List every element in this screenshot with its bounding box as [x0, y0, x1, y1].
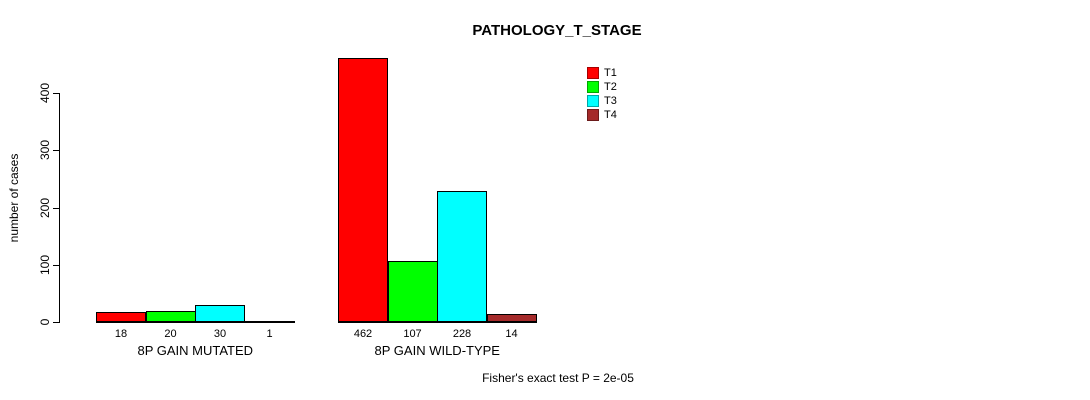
bar-value-label: 107 [403, 328, 422, 340]
bar-value-label: 20 [164, 328, 177, 340]
bar-t3-8p-gain-wild-type [437, 191, 487, 322]
y-axis-tick-label: 0 [38, 318, 52, 326]
bar-t1-8p-gain-wild-type [338, 57, 388, 322]
bar-value-label: 228 [452, 328, 472, 340]
bar-value-label: 462 [353, 328, 373, 340]
legend-label-t1: T1 [604, 67, 617, 79]
legend-label-t3: T3 [604, 95, 617, 107]
legend-item-t1: T1 [587, 67, 617, 79]
y-axis-tick [53, 322, 59, 323]
y-axis-tick [53, 93, 59, 94]
legend-item-t4: T4 [587, 109, 617, 121]
bar-t1-8p-gain-mutated [96, 311, 146, 322]
legend-item-t2: T2 [587, 81, 617, 93]
bar-t3-8p-gain-mutated [195, 304, 245, 322]
legend: T1 T2 T3 T4 [587, 67, 617, 121]
bar-value-label: 30 [213, 328, 227, 340]
legend-swatch-t4 [587, 109, 599, 121]
y-axis-tick-label: 300 [38, 140, 52, 161]
y-axis-tick [53, 264, 59, 266]
y-axis-line [59, 93, 60, 323]
y-axis-tick-label: 100 [38, 254, 52, 275]
x-baseline [96, 322, 295, 323]
y-axis-tick [53, 207, 59, 209]
y-axis-tick-label: 400 [38, 82, 52, 104]
x-baseline [338, 322, 537, 323]
y-axis-tick-label: 200 [38, 197, 52, 218]
bar-t2-8p-gain-wild-type [387, 260, 438, 322]
legend-swatch-t1 [587, 67, 599, 79]
group-label-8p-gain-mutated: 8P GAIN MUTATED [137, 343, 254, 358]
bar-t4-8p-gain-wild-type [486, 313, 537, 322]
chart-title: PATHOLOGY_T_STAGE [472, 22, 642, 39]
legend-swatch-t2 [587, 81, 599, 93]
bar-value-label: 18 [114, 328, 128, 340]
legend-swatch-t3 [587, 95, 599, 107]
legend-label-t2: T2 [604, 81, 617, 93]
y-axis-label: number of cases [7, 153, 21, 243]
legend-label-t4: T4 [604, 109, 617, 121]
bar-t2-8p-gain-mutated [145, 310, 196, 322]
group-label-8p-gain-wild-type: 8P GAIN WILD-TYPE [374, 343, 500, 358]
legend-item-t3: T3 [587, 95, 617, 107]
bar-value-label: 1 [266, 328, 273, 340]
y-axis-tick [53, 150, 59, 152]
annotation-text: Fisher's exact test P = 2e-05 [482, 371, 634, 385]
bar-value-label: 14 [505, 328, 518, 340]
